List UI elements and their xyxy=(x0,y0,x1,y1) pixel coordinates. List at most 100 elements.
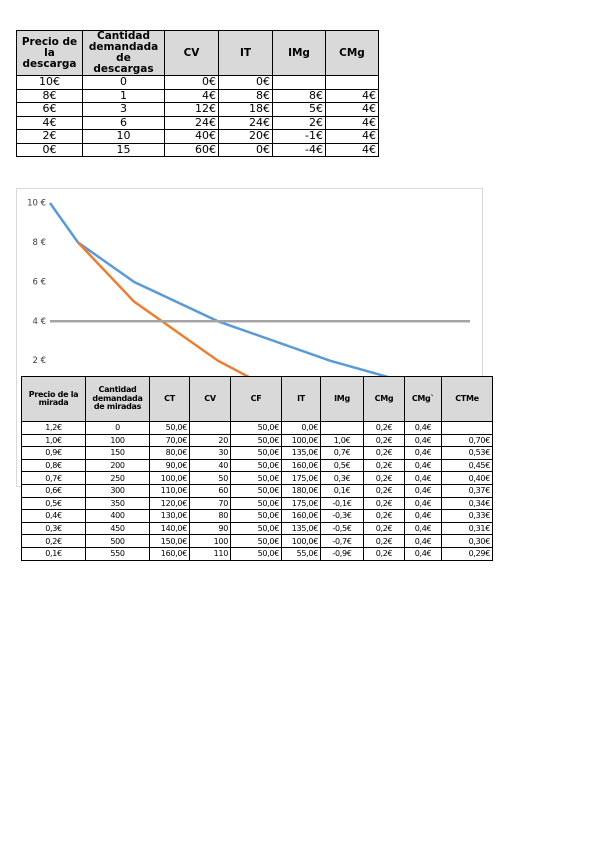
table-cell: 0,4€ xyxy=(21,509,86,523)
table-cell: 4€ xyxy=(16,115,83,131)
table-cell: 110 xyxy=(189,546,231,561)
table-cell: 6 xyxy=(82,115,165,131)
header-cell: CV xyxy=(189,376,231,422)
header-cell: CMg xyxy=(363,376,405,422)
table-cell: 175,0€ xyxy=(281,496,321,511)
table-cell: 0,1€ xyxy=(21,546,86,561)
table-cell: 90 xyxy=(189,521,231,536)
header-cell: Cantidad demandada de descargas xyxy=(82,29,165,77)
table-cell: 0,2€ xyxy=(363,546,405,561)
table-row: 8€ 1 4€ 8€ 8€ 4€ xyxy=(16,88,379,104)
table-cell: 0,29€ xyxy=(441,546,493,561)
table-cell: 0,7€ xyxy=(21,471,86,485)
header-cell: Precio de la descarga xyxy=(16,29,83,77)
table-row: 0,5€ 350 120,0€ 70 50,0€ 175,0€ -0,1€ 0,2€ 0,4€ 0… xyxy=(21,496,493,511)
table-cell: 130,0€ xyxy=(149,509,190,523)
table-cell: 0,2€ xyxy=(363,446,405,460)
table-cell: 30 xyxy=(189,446,231,460)
table-cell: 100 xyxy=(85,433,150,448)
table-cell: 135,0€ xyxy=(281,521,321,536)
header-cell: CTMe xyxy=(441,376,493,422)
table-cell: 0 xyxy=(85,421,150,435)
table-cell: 1,2€ xyxy=(21,421,86,435)
table-cell: 0,3€ xyxy=(320,471,364,485)
header-cell: IT xyxy=(218,29,273,77)
table-cell: 0,37€ xyxy=(441,483,493,498)
table-cell: 140,0€ xyxy=(149,521,190,536)
table-cell: 0,30€ xyxy=(441,534,493,548)
table-cell: 0,5€ xyxy=(320,458,364,473)
table-cell: 0,2€ xyxy=(363,521,405,536)
table-cell: 0,2€ xyxy=(363,433,405,448)
table-cell: 0,2€ xyxy=(363,458,405,473)
table-cell: 160,0€ xyxy=(281,458,321,473)
header-row: Precio de la mirada Cantidad demandada de… xyxy=(21,376,493,422)
table-cell: 40 xyxy=(189,458,231,473)
table-cell: 1,0€ xyxy=(320,433,364,448)
y-tick-label: 4 € xyxy=(32,317,46,327)
table-downloads: Precio de la descarga Cantidad demandada … xyxy=(16,29,379,158)
table-cell: 0€ xyxy=(218,142,273,158)
table-cell: 50,0€ xyxy=(230,471,282,485)
table-cell: -4€ xyxy=(272,142,326,158)
table-cell: 90,0€ xyxy=(149,458,190,473)
table-cell: 1,0€ xyxy=(21,433,86,448)
table-cell: 550 xyxy=(85,546,150,561)
table-cell: 0,70€ xyxy=(441,433,493,448)
table-row: 2€ 10 40€ 20€ -1€ 4€ xyxy=(16,129,379,144)
table-row: 1,0€ 100 70,0€ 20 50,0€ 100,0€ 1,0€ 0,2€ 0,4€ 0,7… xyxy=(21,433,493,448)
table-cell: 0€ xyxy=(164,75,219,90)
table-cell: 0,2€ xyxy=(21,534,86,548)
table-cell: 0,4€ xyxy=(404,458,442,473)
table-cell: 160,0€ xyxy=(281,509,321,523)
table-row: 0,7€ 250 100,0€ 50 50,0€ 175,0€ 0,3€ 0,2€ 0,4€ 0,… xyxy=(21,471,493,485)
table-cell: 70,0€ xyxy=(149,433,190,448)
header-cell: Precio de la mirada xyxy=(21,376,86,422)
table-cell: 175,0€ xyxy=(281,471,321,485)
table-cell: 0,53€ xyxy=(441,446,493,460)
table-cell: 0,4€ xyxy=(404,446,442,460)
header-cell: CMg xyxy=(325,29,379,77)
table-cell: 0,45€ xyxy=(441,458,493,473)
table-cell: 110,0€ xyxy=(149,483,190,498)
table-cell: 100,0€ xyxy=(281,433,321,448)
table-cell: 0,9€ xyxy=(21,446,86,460)
table-cell: 0,2€ xyxy=(363,509,405,523)
table-cell: 0,4€ xyxy=(404,433,442,448)
table-cell: 250 xyxy=(85,471,150,485)
table-cell: 20€ xyxy=(218,129,273,144)
table-cell: 120,0€ xyxy=(149,496,190,511)
table-cell: 450 xyxy=(85,521,150,536)
table-cell: 15 xyxy=(82,142,165,158)
table-row: 0,8€ 200 90,0€ 40 50,0€ 160,0€ 0,5€ 0,2€ 0,4€ 0,4… xyxy=(21,458,493,473)
table-cell: 0,1€ xyxy=(320,483,364,498)
table-cell: 0 xyxy=(82,75,165,90)
table-cell: 0,4€ xyxy=(404,471,442,485)
table-cell: 0,34€ xyxy=(441,496,493,511)
table-cell: 0,33€ xyxy=(441,509,493,523)
table-cell: 8€ xyxy=(218,88,273,104)
header-cell: CT xyxy=(149,376,190,422)
table-cell: 3 xyxy=(82,102,165,117)
table-cell: 50,0€ xyxy=(149,421,190,435)
header-cell: IT xyxy=(281,376,321,422)
table-cell: 135,0€ xyxy=(281,446,321,460)
table-cell: 50,0€ xyxy=(230,483,282,498)
table-cell: 1 xyxy=(82,88,165,104)
table-cell: 50,0€ xyxy=(230,546,282,561)
table-cell: 0,31€ xyxy=(441,521,493,536)
table-cell: 10 xyxy=(82,129,165,144)
table-cell: 60€ xyxy=(164,142,219,158)
header-cell: IMg xyxy=(272,29,326,77)
table-cell: 4€ xyxy=(325,102,379,117)
table-cell: 0,4€ xyxy=(404,483,442,498)
table-cell: 0,5€ xyxy=(21,496,86,511)
table-cell: 5€ xyxy=(272,102,326,117)
table-cell: 0,40€ xyxy=(441,471,493,485)
table-cell: 180,0€ xyxy=(281,483,321,498)
table-cell xyxy=(189,421,231,435)
table-row: 0,2€ 500 150,0€ 100 50,0€ 100,0€ -0,7€ 0,2€ 0,4€… xyxy=(21,534,493,548)
table-cell: -0,7€ xyxy=(320,534,364,548)
header-cell: Cantidad demandada de miradas xyxy=(85,376,150,422)
